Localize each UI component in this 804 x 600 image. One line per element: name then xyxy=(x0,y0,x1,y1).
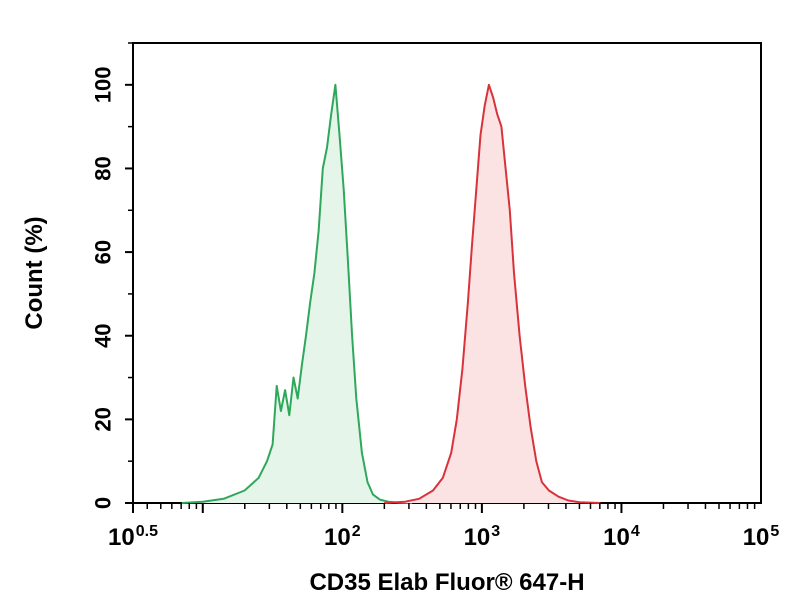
y-tick-label: 0 xyxy=(91,497,116,509)
y-axis-ticks: 0 20 40 60 80 100 xyxy=(91,42,133,509)
x-axis-label: CD35 Elab Fluor® 647-H xyxy=(309,569,584,596)
y-tick-label: 80 xyxy=(91,156,116,180)
plot-area: 0 20 40 60 80 100 100.5 102 103 104 105 xyxy=(91,42,779,551)
series-0-fill xyxy=(181,84,413,504)
x-tick-label: 104 xyxy=(603,523,640,551)
x-tick-label: 103 xyxy=(464,523,501,551)
plot-frame xyxy=(132,42,762,504)
x-tick-label: 102 xyxy=(324,523,361,551)
series-layer xyxy=(181,83,601,504)
y-tick-label: 40 xyxy=(91,323,116,347)
y-tick-label: 100 xyxy=(91,66,116,103)
series-1-line xyxy=(384,83,601,504)
x-axis-ticks: 100.5 102 103 104 105 xyxy=(108,503,779,551)
x-tick-label: 105 xyxy=(743,523,780,551)
y-axis-label: Count (%) xyxy=(21,216,48,329)
series-0-line xyxy=(181,83,413,504)
series-1-fill xyxy=(384,84,601,504)
y-tick-label: 60 xyxy=(91,240,116,264)
y-tick-label: 20 xyxy=(91,407,116,431)
x-tick-label: 100.5 xyxy=(108,523,158,551)
